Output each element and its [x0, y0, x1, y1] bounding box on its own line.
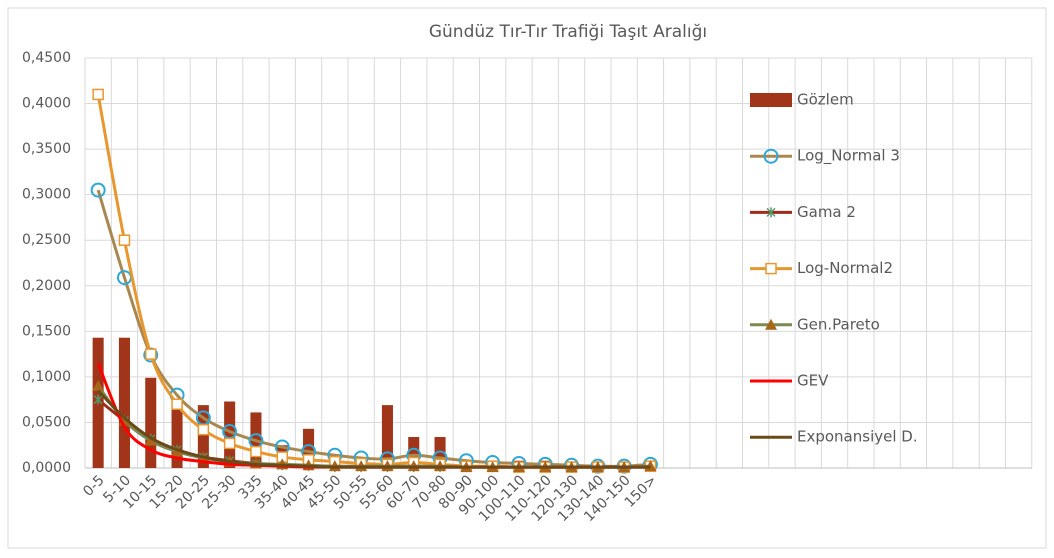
y-tick-label: 0,0500 [22, 414, 71, 430]
bar [171, 399, 183, 468]
marker [93, 394, 103, 405]
marker [765, 262, 777, 275]
marker [145, 348, 157, 360]
line [97, 389, 651, 469]
legend-label: Gen.Pareto [797, 315, 880, 333]
legend-label: Gama 2 [797, 203, 856, 221]
marker [763, 148, 779, 164]
bar [408, 437, 420, 468]
legend-label: Log_Normal 3 [797, 147, 900, 166]
marker [90, 182, 106, 198]
legend-label: GEV [797, 372, 829, 390]
marker [92, 88, 104, 101]
marker [765, 318, 777, 330]
marker [144, 434, 157, 446]
bar [381, 405, 393, 468]
bar [118, 337, 130, 468]
y-tick-label: 0,4500 [22, 50, 71, 66]
legend-swatch [750, 93, 792, 107]
legend-label: Log-Normal2 [797, 259, 893, 277]
marker [197, 423, 210, 436]
bar [145, 377, 157, 468]
legend-label: Gözlem [797, 91, 854, 109]
y-tick-label: 0,2500 [22, 232, 71, 248]
marker [171, 398, 183, 410]
y-tick-label: 0,0000 [22, 460, 71, 476]
marker [92, 380, 105, 391]
marker [118, 234, 131, 246]
bar [434, 437, 446, 468]
bar [303, 428, 315, 468]
bar [197, 405, 209, 468]
y-tick-label: 0,2000 [22, 278, 71, 294]
marker [766, 207, 776, 218]
marker [223, 437, 236, 450]
y-tick-label: 0,3000 [22, 187, 71, 203]
y-tick-label: 0,1000 [22, 369, 71, 385]
bar [224, 401, 236, 468]
y-tick-label: 0,1500 [22, 323, 71, 339]
marker [250, 445, 262, 458]
chart-title: Gündüz Tır-Tır Trafiği Taşıt Aralığı [429, 22, 707, 42]
y-tick-label: 0,4000 [22, 96, 71, 112]
legend-label: Exponansiyel D. [797, 428, 918, 446]
y-tick-label: 0,3500 [22, 141, 71, 157]
